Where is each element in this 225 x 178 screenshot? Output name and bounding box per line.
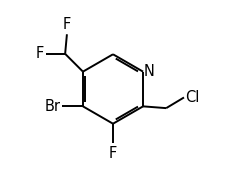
Text: F: F (63, 17, 71, 32)
Text: Cl: Cl (184, 90, 198, 105)
Text: F: F (108, 146, 117, 161)
Text: F: F (35, 46, 44, 61)
Text: Br: Br (45, 99, 61, 114)
Text: N: N (143, 64, 154, 79)
